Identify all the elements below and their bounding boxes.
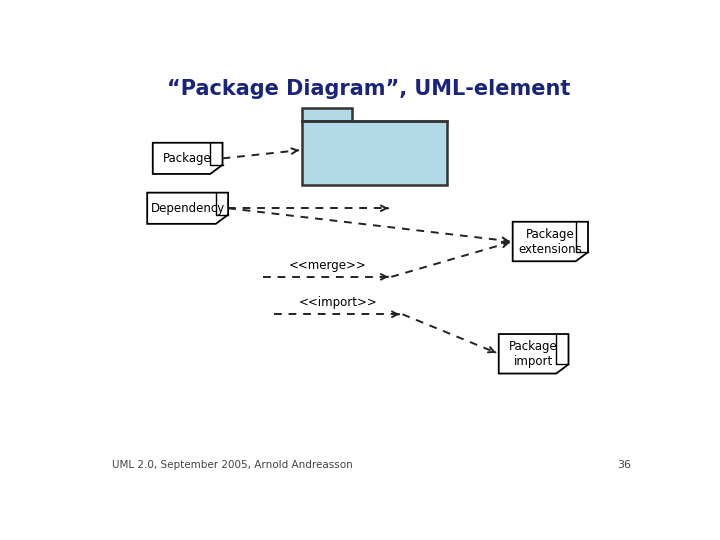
Text: <<merge>>: <<merge>> <box>288 259 366 272</box>
Text: “Package Diagram”, UML-element: “Package Diagram”, UML-element <box>167 79 571 99</box>
Text: Package: Package <box>163 152 212 165</box>
Polygon shape <box>147 193 228 224</box>
Polygon shape <box>499 334 569 374</box>
Text: Package
import: Package import <box>509 340 558 368</box>
Bar <box>302 121 447 185</box>
Text: Package
extensions: Package extensions <box>518 227 582 255</box>
Text: UML 2.0, September 2005, Arnold Andreasson: UML 2.0, September 2005, Arnold Andreass… <box>112 460 353 470</box>
Text: Dependency: Dependency <box>150 202 225 215</box>
Polygon shape <box>513 222 588 261</box>
Text: 36: 36 <box>617 460 631 470</box>
Text: <<import>>: <<import>> <box>299 296 378 309</box>
Polygon shape <box>153 143 222 174</box>
Bar <box>302 107 352 121</box>
